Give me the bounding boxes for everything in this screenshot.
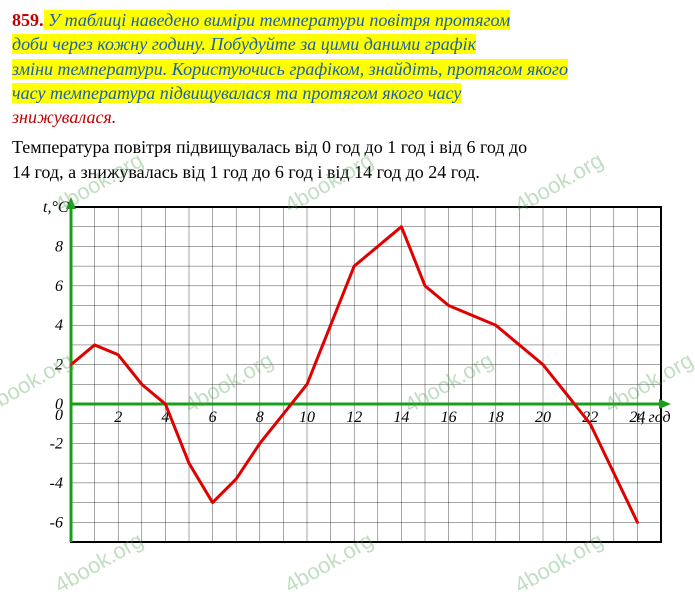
problem-line3: зміни температури. Користуючись графіком… bbox=[12, 59, 568, 79]
svg-text:8: 8 bbox=[256, 409, 264, 426]
chart-svg: 24681012141618202224-6-4-2024680t,°Ct, г… bbox=[16, 192, 676, 562]
problem-line5: знижувалася. bbox=[12, 107, 116, 127]
svg-text:8: 8 bbox=[55, 238, 63, 255]
svg-text:-4: -4 bbox=[50, 475, 63, 492]
svg-text:6: 6 bbox=[209, 409, 217, 426]
svg-text:-2: -2 bbox=[50, 436, 63, 453]
svg-text:12: 12 bbox=[346, 409, 362, 426]
svg-text:18: 18 bbox=[488, 409, 504, 426]
svg-text:14: 14 bbox=[393, 409, 409, 426]
problem-text: 859. У таблиці наведено виміри температу… bbox=[12, 8, 683, 129]
answer-line1: Температура повітря підвищувалась від 0 … bbox=[12, 137, 527, 157]
svg-text:2: 2 bbox=[114, 409, 122, 426]
svg-text:16: 16 bbox=[441, 409, 457, 426]
problem-line2: доби через кожну годину. Побудуйте за ци… bbox=[12, 34, 476, 54]
svg-text:0: 0 bbox=[55, 407, 63, 424]
svg-text:-6: -6 bbox=[50, 514, 63, 531]
answer-text: Температура повітря підвищувалась від 0 … bbox=[12, 135, 683, 184]
svg-text:6: 6 bbox=[55, 278, 63, 295]
temperature-chart: 24681012141618202224-6-4-2024680t,°Ct, г… bbox=[16, 192, 676, 562]
svg-text:t,°C: t,°C bbox=[43, 199, 69, 216]
svg-text:4: 4 bbox=[55, 317, 63, 334]
problem-line1: У таблиці наведено виміри температури по… bbox=[44, 10, 511, 30]
svg-text:10: 10 bbox=[299, 409, 315, 426]
svg-text:2: 2 bbox=[55, 357, 63, 374]
svg-text:20: 20 bbox=[535, 409, 551, 426]
problem-line4: часу температура підвищувалася та протяг… bbox=[12, 83, 461, 103]
problem-number: 859. bbox=[12, 10, 44, 30]
svg-text:t, год: t, год bbox=[636, 409, 671, 426]
answer-line2: 14 год, а знижувалась від 1 год до 6 год… bbox=[12, 162, 480, 182]
